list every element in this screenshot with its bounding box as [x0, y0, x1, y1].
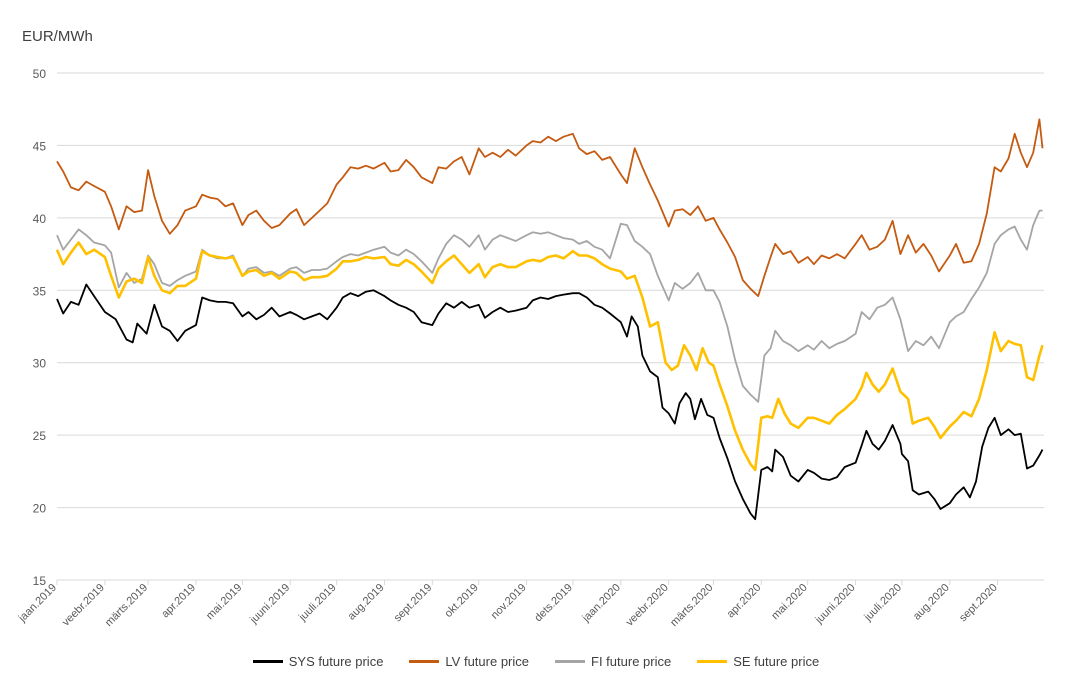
legend-swatch	[555, 660, 586, 663]
x-tick-label: juuli.2019	[296, 582, 338, 624]
legend-swatch	[252, 660, 283, 663]
y-tick-label: 20	[33, 502, 47, 516]
x-tick-label: sept.2020	[957, 582, 1000, 625]
x-tick-label: veebr.2019	[60, 582, 107, 629]
legend-item: SE future price	[697, 654, 819, 669]
x-tick-label: sept.2019	[392, 582, 435, 625]
x-tick-label: okt.2019	[442, 582, 480, 620]
x-tick-label: aug.2019	[346, 582, 387, 623]
x-tick-label: jaan.2019	[16, 582, 59, 625]
y-axis-unit-label: EUR/MWh	[22, 28, 93, 45]
x-tick-label: juuni.2019	[247, 582, 292, 627]
x-tick-label: aug.2020	[911, 582, 952, 623]
y-tick-label: 35	[33, 284, 47, 298]
x-tick-label: juuli.2020	[862, 582, 904, 624]
x-tick-label: apr.2019	[159, 582, 198, 621]
x-tick-label: mai.2019	[204, 582, 244, 622]
y-tick-label: 45	[33, 139, 47, 153]
y-tick-label: 30	[33, 357, 47, 371]
x-tick-label: märts.2020	[668, 582, 715, 629]
legend-swatch	[697, 660, 728, 663]
x-tick-label: märts.2019	[103, 582, 150, 629]
y-tick-label: 40	[33, 212, 47, 226]
x-tick-label: jaan.2020	[580, 582, 623, 625]
series-line-lv	[56, 118, 1044, 297]
legend-item: SYS future price	[252, 654, 384, 669]
legend-label: SYS future price	[288, 654, 384, 669]
legend-label: FI future price	[591, 654, 672, 669]
legend: SYS future price LV future price FI future…	[0, 654, 1072, 669]
x-tick-label: juuni.2020	[813, 582, 858, 627]
x-tick-label: nov.2019	[489, 582, 529, 622]
y-tick-label: 25	[33, 429, 47, 443]
legend-swatch	[409, 660, 440, 663]
legend-item: LV future price	[409, 654, 529, 669]
x-tick-label: veebr.2020	[624, 582, 671, 629]
y-axis-ticks: 15 20 25 30 35 40 45 50	[33, 67, 47, 588]
x-tick-label: apr.2020	[725, 582, 764, 621]
legend-item: FI future price	[555, 654, 671, 669]
legend-label: LV future price	[445, 654, 530, 669]
series-line-se	[55, 241, 1044, 472]
x-tick-label: mai.2020	[769, 582, 809, 622]
series-lines	[55, 118, 1044, 521]
series-line-sys	[56, 283, 1044, 521]
y-tick-label: 15	[33, 574, 47, 588]
x-tick-label: dets.2019	[532, 582, 575, 625]
legend-label: SE future price	[733, 654, 820, 669]
y-tick-label: 50	[33, 67, 47, 81]
y-grid	[57, 72, 1044, 581]
